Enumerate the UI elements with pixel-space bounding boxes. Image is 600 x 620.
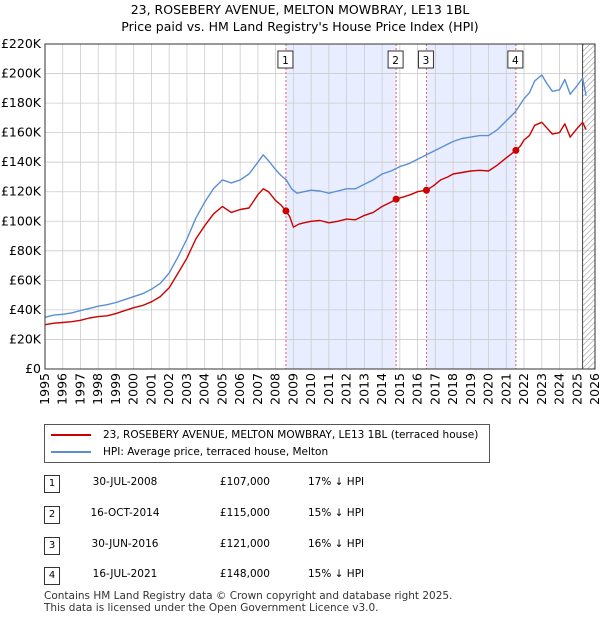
x-tick-label: 2008 bbox=[268, 373, 283, 405]
legend-hpi-label: HPI: Average price, terraced house, Melt… bbox=[103, 446, 329, 458]
legend-hpi-swatch bbox=[51, 451, 91, 453]
sale-number-badge: 1 bbox=[44, 475, 60, 493]
legend-property-swatch bbox=[51, 434, 91, 436]
x-tick-label: 2004 bbox=[197, 373, 212, 405]
x-tick-label: 2013 bbox=[356, 373, 371, 405]
x-tick-label: 2021 bbox=[498, 373, 513, 405]
y-tick-label: £20K bbox=[9, 331, 42, 346]
x-tick-label: 2014 bbox=[374, 373, 389, 405]
sale-hpi-diff: 16% ↓ HPI bbox=[308, 538, 365, 550]
sale-badge-number: 3 bbox=[423, 55, 430, 67]
x-tick-label: 2020 bbox=[481, 373, 496, 405]
y-tick-label: £0 bbox=[25, 361, 41, 376]
x-tick-label: 2002 bbox=[161, 373, 176, 405]
x-tick-label: 1998 bbox=[90, 373, 105, 405]
sale-badge-number: 4 bbox=[512, 55, 519, 67]
footer-attribution: Contains HM Land Registry data © Crown c… bbox=[44, 590, 452, 614]
plot-frame bbox=[44, 43, 596, 370]
y-tick-label: £120K bbox=[1, 184, 42, 199]
sale-point bbox=[392, 195, 400, 203]
y-tick-label: £100K bbox=[1, 213, 42, 228]
sale-badge: 4 bbox=[507, 50, 524, 69]
sale-badge-box bbox=[387, 50, 404, 69]
sale-badge: 1 bbox=[277, 50, 294, 69]
sale-badge-number: 2 bbox=[392, 55, 399, 67]
chart-legend: 23, ROSEBERY AVENUE, MELTON MOWBRAY, LE1… bbox=[44, 424, 490, 463]
x-tick-label: 2023 bbox=[534, 373, 549, 405]
price-chart: £0 £20K £40K £60K £80K £100K £120K £140K £160K £1… bbox=[1, 36, 600, 405]
sale-number-badge: 2 bbox=[44, 506, 60, 524]
sale-badge: 2 bbox=[387, 50, 404, 69]
sale-badge-number: 1 bbox=[282, 55, 289, 67]
x-tick-label: 2017 bbox=[427, 373, 442, 405]
x-tick-label: 2005 bbox=[214, 373, 229, 405]
x-tick-label: 2025 bbox=[569, 373, 584, 405]
sale-point bbox=[282, 207, 290, 215]
x-tick-label: 1997 bbox=[72, 373, 87, 405]
x-tick-label: 2015 bbox=[392, 373, 407, 405]
sale-hpi-diff: 15% ↓ HPI bbox=[308, 568, 365, 580]
future-hatch-area bbox=[582, 44, 595, 369]
x-tick-label: 2018 bbox=[445, 373, 460, 405]
shaded-period bbox=[285, 44, 397, 369]
sale-number-badge: 3 bbox=[44, 537, 60, 555]
x-tick-label: 2003 bbox=[179, 373, 194, 405]
x-tick-label: 2006 bbox=[232, 373, 247, 405]
y-tick-label: £200K bbox=[1, 66, 42, 81]
footer-line-1: Contains HM Land Registry data © Crown c… bbox=[44, 590, 453, 602]
chart-title: 23, ROSEBERY AVENUE, MELTON MOWBRAY, LE1… bbox=[130, 2, 470, 17]
x-tick-label: 1995 bbox=[37, 373, 52, 405]
table-row: 1 30-JUL-2008 £107,000 17% ↓ HPI bbox=[0, 475, 600, 503]
property-series-line bbox=[44, 121, 587, 326]
sale-date: 30-JUN-2016 bbox=[91, 538, 159, 550]
y-tick-label: £140K bbox=[1, 154, 42, 169]
sale-date: 30-JUL-2008 bbox=[92, 476, 158, 488]
y-tick-label: £160K bbox=[1, 125, 42, 140]
table-row: 2 16-OCT-2014 £115,000 15% ↓ HPI bbox=[0, 506, 600, 534]
legend-property-label: 23, ROSEBERY AVENUE, MELTON MOWBRAY, LE1… bbox=[103, 429, 479, 441]
y-tick-label: £220K bbox=[1, 36, 42, 51]
sale-hpi-diff: 15% ↓ HPI bbox=[308, 507, 365, 519]
sale-hpi-diff: 17% ↓ HPI bbox=[308, 476, 365, 488]
sale-number-badge: 4 bbox=[44, 567, 60, 585]
footer-line-2: This data is licensed under the Open Gov… bbox=[44, 602, 379, 614]
hpi-series-line bbox=[44, 74, 587, 318]
sale-badge: 3 bbox=[417, 50, 434, 69]
table-row: 4 16-JUL-2021 £148,000 15% ↓ HPI bbox=[0, 567, 600, 595]
x-tick-label: 2016 bbox=[410, 373, 425, 405]
y-tick-label: £60K bbox=[9, 272, 42, 287]
x-tick-label: 2009 bbox=[285, 373, 300, 405]
x-tick-label: 1999 bbox=[108, 373, 123, 405]
y-tick-label: £180K bbox=[1, 95, 42, 110]
sale-price: £148,000 bbox=[219, 568, 270, 580]
chart-subtitle: Price paid vs. HM Land Registry's House … bbox=[121, 19, 479, 34]
x-tick-label: 2026 bbox=[587, 373, 600, 405]
y-tick-label: £80K bbox=[9, 243, 42, 258]
sale-badge-box bbox=[277, 50, 294, 69]
x-tick-label: 2001 bbox=[143, 373, 158, 405]
sale-date: 16-OCT-2014 bbox=[90, 507, 160, 519]
sale-badge-box bbox=[417, 50, 434, 69]
sale-price: £107,000 bbox=[219, 476, 270, 488]
x-tick-label: 2024 bbox=[552, 373, 567, 405]
x-tick-label: 1996 bbox=[55, 373, 70, 405]
y-tick-label: £40K bbox=[9, 302, 42, 317]
sale-badge-box bbox=[507, 50, 524, 69]
sale-date: 16-JUL-2021 bbox=[92, 568, 158, 580]
x-tick-label: 2012 bbox=[339, 373, 354, 405]
x-tick-label: 2000 bbox=[126, 373, 141, 405]
x-tick-label: 2011 bbox=[321, 373, 336, 405]
sale-point bbox=[512, 146, 520, 154]
table-row: 3 30-JUN-2016 £121,000 16% ↓ HPI bbox=[0, 537, 600, 565]
x-tick-label: 2019 bbox=[463, 373, 478, 405]
x-tick-label: 2007 bbox=[250, 373, 265, 405]
x-tick-label: 2022 bbox=[516, 373, 531, 405]
sale-price: £115,000 bbox=[219, 507, 270, 519]
sale-point bbox=[422, 186, 430, 194]
x-tick-label: 2010 bbox=[303, 373, 318, 405]
sale-price: £121,000 bbox=[219, 538, 270, 550]
